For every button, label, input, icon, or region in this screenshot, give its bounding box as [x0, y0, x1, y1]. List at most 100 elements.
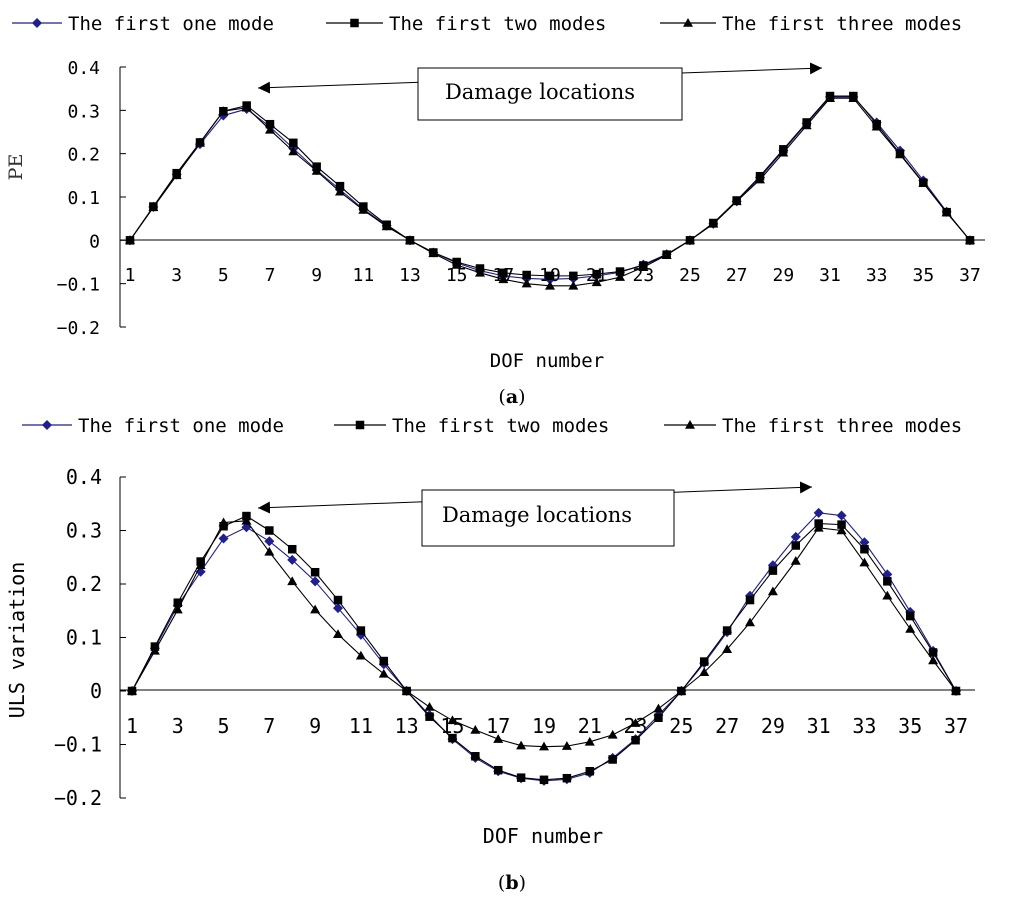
x-tick-label-a: 27 — [726, 265, 748, 286]
data-point-a-2 — [895, 149, 905, 159]
x-tick-label-a: 33 — [866, 265, 888, 286]
x-tick-label-b: 35 — [898, 714, 922, 738]
data-point-b-2 — [447, 715, 458, 725]
x-tick-label-a: 5 — [218, 265, 229, 286]
y-ticks-a: 0.4 0.3 0.2 0.1 0 −0.1 −0.2 — [57, 58, 126, 339]
x-tick-label-a: 23 — [632, 265, 654, 286]
chart-panel-a: The first one mode The first two modes The… — [5, 13, 985, 408]
panel-letter-a: a — [506, 386, 518, 408]
data-point-a-1 — [335, 181, 345, 191]
data-point-b-1 — [722, 626, 732, 635]
x-tick-label-b: 11 — [349, 714, 373, 738]
data-point-a-1 — [545, 271, 555, 281]
panel-caption-b: (b) — [498, 872, 526, 894]
y-tick-label-a: 0.3 — [67, 101, 100, 122]
data-point-a-2 — [335, 186, 345, 196]
x-tick-label-a: 31 — [819, 265, 841, 286]
data-point-a-2 — [311, 166, 322, 175]
chart-panel-b: The first one mode The first two modes The… — [5, 415, 975, 894]
data-point-b-0 — [264, 536, 275, 547]
y-axis-label-a: PE — [5, 154, 27, 181]
data-point-b-2 — [676, 686, 687, 695]
data-point-a-2 — [685, 235, 695, 245]
series-line-a-1 — [129, 95, 971, 277]
y-tick-label-b: 0.3 — [66, 519, 102, 543]
data-point-a-1 — [499, 268, 508, 278]
data-point-a-2 — [265, 124, 275, 134]
series-line-a-0 — [129, 96, 971, 280]
data-point-b-1 — [471, 752, 480, 761]
data-point-a-2 — [708, 218, 719, 228]
data-point-a-2 — [825, 93, 835, 102]
x-tick-label-b: 33 — [852, 714, 876, 738]
legend-marker-triangle-b — [685, 420, 695, 429]
data-point-b-0 — [813, 507, 824, 518]
data-point-b-1 — [516, 773, 526, 782]
y-tick-label-a: 0 — [89, 231, 100, 252]
data-point-a-2 — [615, 272, 625, 281]
data-point-a-2 — [545, 280, 555, 290]
data-point-b-1 — [699, 657, 709, 666]
data-point-b-1 — [379, 656, 389, 666]
x-tick-label-b: 31 — [807, 714, 831, 738]
data-point-b-1 — [265, 526, 274, 535]
legend-a: The first one mode The first two modes The… — [12, 13, 962, 35]
data-point-a-1 — [615, 267, 625, 276]
data-point-b-2 — [264, 546, 275, 556]
data-point-b-2 — [790, 555, 801, 565]
data-point-a-2 — [918, 178, 929, 187]
data-point-a-1 — [289, 138, 298, 148]
x-tick-label-a: 15 — [446, 265, 468, 286]
data-point-a-2 — [171, 170, 182, 180]
data-point-b-1 — [654, 713, 663, 722]
data-point-a-2 — [498, 274, 509, 284]
data-point-b-2 — [287, 576, 298, 586]
y-tick-label-a: 0.4 — [67, 58, 100, 79]
data-point-b-2 — [333, 629, 343, 639]
legend-label-a-0: The first one mode — [68, 13, 274, 35]
legend-label-a-2: The first three modes — [722, 13, 962, 35]
annotation-box-b — [421, 489, 675, 547]
data-point-a-2 — [731, 196, 742, 206]
data-point-b-0 — [790, 531, 801, 542]
data-point-b-2 — [882, 590, 893, 600]
data-point-b-0 — [287, 554, 298, 565]
data-point-a-2 — [451, 260, 462, 269]
y-tick-label-b: 0.2 — [66, 572, 102, 596]
plot-area-a — [125, 91, 975, 290]
data-point-a-1 — [569, 271, 578, 281]
y-tick-label-b: 0.1 — [66, 626, 102, 650]
data-point-b-1 — [585, 767, 595, 776]
data-point-b-2 — [745, 617, 755, 627]
plot-area-b — [127, 507, 961, 786]
data-point-b-0 — [218, 533, 229, 544]
data-point-b-0 — [333, 603, 343, 614]
data-point-b-2 — [539, 741, 549, 751]
data-point-b-2 — [516, 740, 527, 750]
x-tick-label-a: 35 — [912, 265, 934, 286]
data-point-b-2 — [951, 686, 961, 695]
y-axis-label-b: ULS variation — [5, 562, 29, 719]
x-tick-label-b: 17 — [486, 714, 510, 738]
x-tick-label-a: 3 — [171, 265, 182, 286]
data-point-b-1 — [287, 544, 297, 554]
series-line-a-2 — [129, 97, 971, 287]
x-tick-label-b: 21 — [578, 714, 602, 738]
x-tick-label-a: 25 — [679, 265, 701, 286]
annotation-text-a: Damage locations — [445, 80, 635, 104]
data-point-a-2 — [638, 262, 649, 271]
annotation-box-a — [417, 67, 683, 121]
legend-b: The first one mode The first two modes The… — [22, 415, 962, 437]
x-tick-label-b: 27 — [715, 714, 739, 738]
panel-caption-a: (a) — [498, 386, 525, 408]
data-point-b-2 — [127, 686, 137, 695]
x-ticks-a: 135791113151719212325272931333537 — [125, 265, 981, 286]
data-point-b-1 — [310, 567, 320, 577]
data-point-b-2 — [561, 741, 572, 750]
x-tick-label-a: 9 — [311, 265, 322, 286]
data-point-b-1 — [928, 648, 938, 657]
data-point-b-2 — [241, 515, 252, 525]
data-point-b-2 — [630, 718, 641, 727]
x-tick-label-b: 25 — [669, 714, 693, 738]
